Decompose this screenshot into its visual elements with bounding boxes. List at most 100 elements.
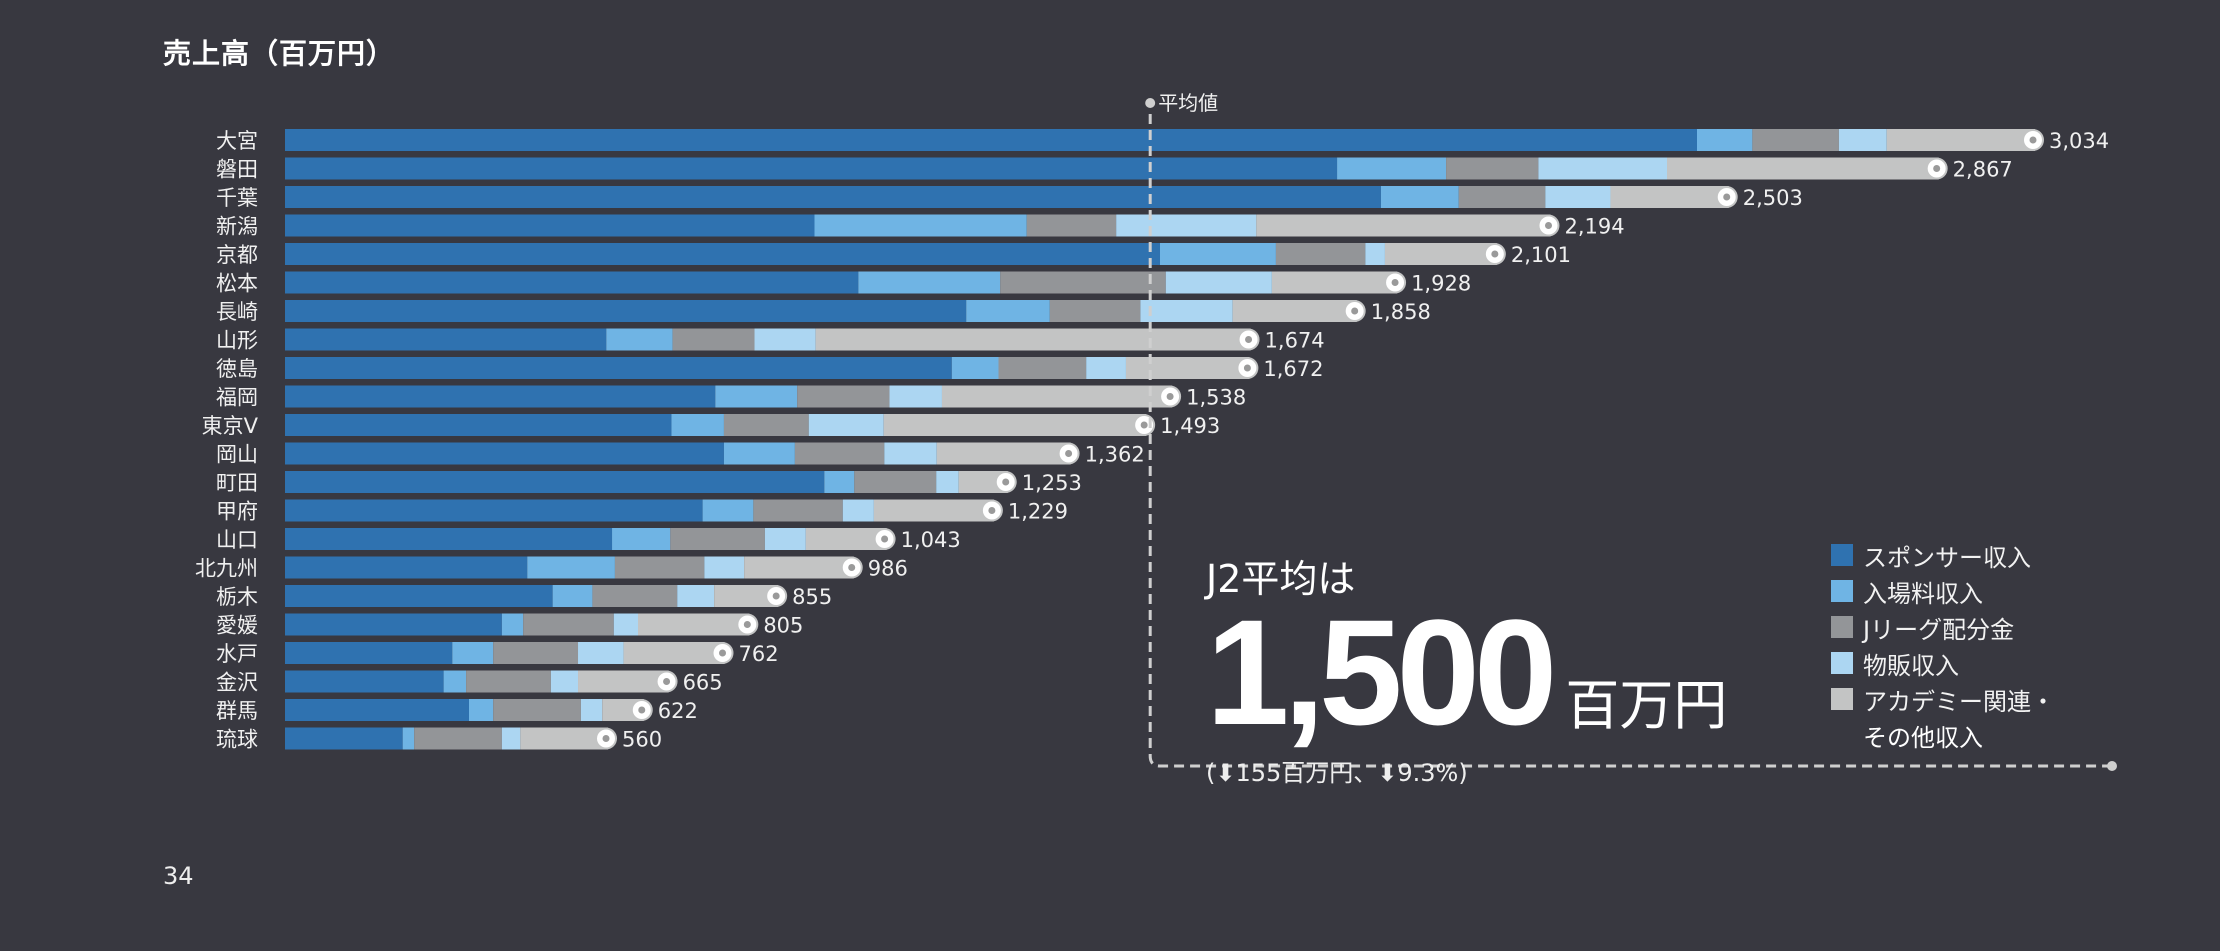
- bar-segment: [704, 556, 745, 579]
- soccer-ball-patch: [602, 735, 610, 742]
- category-label: 磐田: [216, 158, 258, 182]
- bar-segment: [814, 214, 1027, 237]
- bar-segment: [1458, 186, 1546, 208]
- bar-segment: [1538, 157, 1668, 180]
- bar-segment: [285, 556, 528, 579]
- average-change: (⬇155百万円、⬇9.3%): [1206, 759, 1468, 787]
- value-label: 1,674: [1265, 329, 1325, 353]
- category-label: 栃木: [216, 585, 258, 609]
- bar-segment: [285, 727, 403, 750]
- legend-swatch: [1831, 688, 1853, 710]
- bar-segment: [520, 727, 609, 750]
- bar-segment: [1384, 243, 1497, 265]
- bar-segment: [884, 442, 937, 465]
- bar-segment: [754, 328, 816, 351]
- bar-segment: [285, 471, 825, 493]
- bar-segment: [285, 699, 469, 721]
- chart-title: 売上高（百万円）: [163, 37, 396, 70]
- legend: スポンサー収入 入場料収入 Jリーグ配分金 物販収入 アカデミー関連・ その他収…: [1831, 537, 2055, 753]
- bar-segment: [578, 670, 669, 693]
- value-label: 1,043: [901, 528, 961, 552]
- bar-segment: [744, 556, 854, 579]
- bar-segment: [958, 471, 1008, 493]
- legend-item-goods: 物販収入: [1831, 645, 2055, 681]
- bar-segment: [414, 727, 502, 750]
- bar-segment: [285, 528, 613, 550]
- bar-segment: [998, 357, 1087, 379]
- category-label: 山口: [216, 528, 258, 552]
- value-label: 1,538: [1186, 386, 1246, 410]
- bar-segment: [285, 670, 444, 693]
- bar-segment: [889, 385, 942, 408]
- bar-segment: [936, 442, 1071, 465]
- value-label: 762: [739, 642, 779, 666]
- bar-segment: [285, 328, 607, 351]
- soccer-ball-patch: [1723, 193, 1731, 201]
- category-label: 長崎: [216, 300, 258, 324]
- soccer-ball-patch: [1544, 222, 1552, 229]
- bar-segment: [612, 528, 671, 550]
- bar-segment: [501, 613, 524, 636]
- category-label: 愛媛: [216, 614, 258, 638]
- bar-segment: [527, 556, 615, 579]
- value-label: 622: [658, 699, 698, 723]
- value-label: 2,194: [1564, 215, 1624, 239]
- category-label: 北九州: [195, 557, 258, 581]
- bar-segment: [1116, 214, 1257, 237]
- bar-segment: [552, 585, 593, 607]
- bar-segment: [941, 385, 1173, 408]
- bar-segment: [805, 528, 887, 550]
- value-label: 2,503: [1743, 186, 1803, 210]
- bar-segment: [523, 613, 614, 636]
- bar-segment: [452, 642, 494, 664]
- bar-segment: [468, 699, 494, 721]
- value-label: 855: [792, 585, 832, 609]
- average-summary: J2平均は 1,500 百万円 (⬇155百万円、⬇9.3%): [1206, 548, 1727, 788]
- bar-segment: [1271, 271, 1398, 294]
- bar-segment: [606, 328, 673, 351]
- soccer-ball-patch: [743, 621, 751, 628]
- soccer-ball-patch: [1166, 393, 1174, 400]
- bar-segment: [764, 528, 806, 550]
- bar-segment: [580, 699, 603, 721]
- soccer-ball-patch: [1140, 421, 1148, 429]
- bar-segment: [614, 556, 705, 579]
- soccer-ball-patch: [772, 592, 780, 600]
- category-label: 山形: [216, 329, 258, 353]
- value-label: 805: [763, 614, 803, 638]
- bar-segment: [670, 528, 765, 550]
- soccer-ball-patch: [2029, 136, 2037, 144]
- average-marker-dot: [1145, 98, 1156, 108]
- bar-segment: [285, 186, 1381, 208]
- soccer-ball-patch: [1065, 450, 1073, 457]
- value-label: 1,493: [1160, 414, 1220, 438]
- bar-segment: [854, 471, 937, 493]
- bar-segment: [1696, 129, 1753, 151]
- category-label: 町田: [216, 471, 258, 495]
- average-line-end-dot: [2107, 761, 2117, 771]
- legend-swatch: [1831, 580, 1853, 602]
- legend-swatch: [1831, 616, 1853, 638]
- bar-segment: [1752, 129, 1839, 151]
- soccer-ball-patch: [1002, 478, 1010, 486]
- bar-segment: [1337, 157, 1447, 180]
- bar-segment: [1610, 186, 1729, 208]
- bar-segment: [285, 214, 815, 237]
- category-label: 大宮: [216, 129, 258, 153]
- bar-segment: [797, 385, 890, 408]
- bar-segment: [578, 642, 624, 664]
- bar-segment: [951, 357, 999, 379]
- soccer-ball-patch: [1933, 165, 1941, 172]
- bar-segment: [1545, 186, 1611, 208]
- bar-segment: [1125, 357, 1250, 379]
- bar-segment: [723, 414, 809, 436]
- legend-item-entry: 入場料収入: [1831, 573, 2055, 609]
- category-label: 東京V: [202, 414, 259, 438]
- bar-segment: [1140, 300, 1233, 322]
- bar-segment: [1232, 300, 1357, 322]
- bar-segment: [753, 499, 843, 522]
- bar-segment: [1380, 186, 1459, 208]
- bar-segment: [1365, 243, 1385, 265]
- bar-segment: [285, 300, 967, 322]
- bar-segment: [936, 471, 959, 493]
